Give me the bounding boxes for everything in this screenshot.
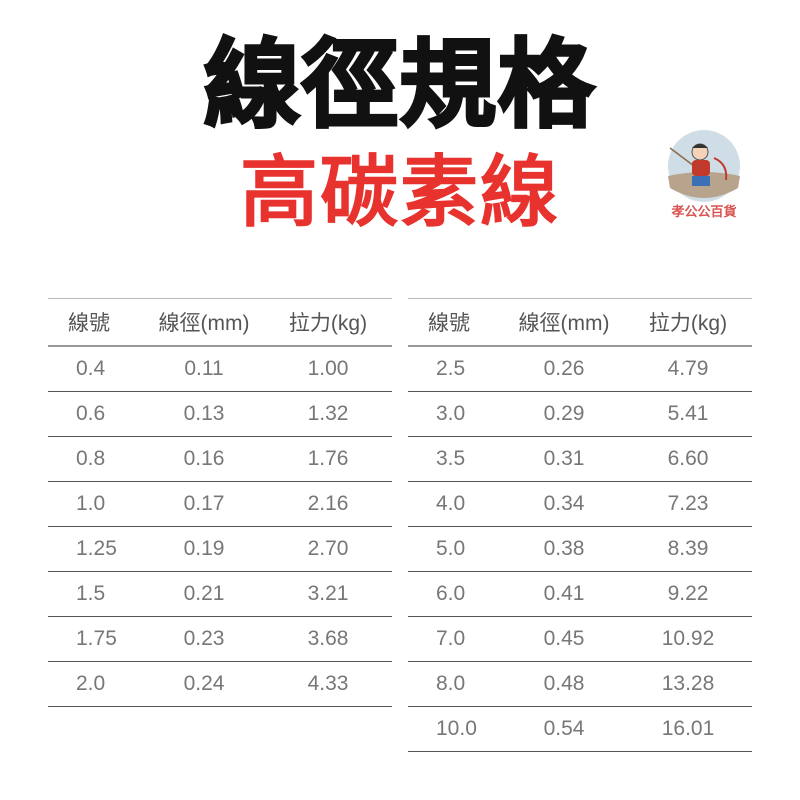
header-strength: 拉力(kg) xyxy=(648,312,728,335)
cell-diameter: 0.11 xyxy=(184,357,224,380)
cell-diameter: 0.17 xyxy=(183,492,225,515)
cell-diameter: 0.38 xyxy=(543,537,585,560)
cell-strength: 1.32 xyxy=(307,402,349,425)
cell-line-number: 2.0 xyxy=(76,672,106,695)
table-row: 1.75 0.23 3.68 xyxy=(48,617,392,662)
table-row: 0.8 0.16 1.76 xyxy=(48,437,392,482)
table-row: 1.0 0.17 2.16 xyxy=(48,482,392,527)
cell-line-number: 7.0 xyxy=(436,627,466,650)
cell-line-number: 1.25 xyxy=(76,537,117,560)
spec-table-left: 線號 線徑(mm) 拉力(kg) 0.4 0.11 1.00 0.6 0.13 1.32 0… xyxy=(48,298,392,707)
table-row: 0.6 0.13 1.32 xyxy=(48,392,392,437)
cell-strength: 8.39 xyxy=(667,537,709,560)
table-row: 8.0 0.48 13.28 xyxy=(408,662,752,707)
table-row: 4.0 0.34 7.23 xyxy=(408,482,752,527)
cell-diameter: 0.45 xyxy=(543,627,585,650)
cell-line-number: 10.0 xyxy=(436,717,477,740)
fisherman-mascot-icon: 孝公公百貨 xyxy=(668,130,740,220)
table-row: 0.4 0.11 1.00 xyxy=(48,347,392,392)
cell-line-number: 5.0 xyxy=(436,537,466,560)
cell-diameter: 0.29 xyxy=(543,402,585,425)
table-row: 6.0 0.41 9.22 xyxy=(408,572,752,617)
table-row: 3.0 0.29 5.41 xyxy=(408,392,752,437)
cell-diameter: 0.26 xyxy=(543,357,585,380)
cell-line-number: 0.6 xyxy=(76,402,106,425)
cell-strength: 5.41 xyxy=(667,402,709,425)
cell-strength: 16.01 xyxy=(661,717,715,740)
brand-logo: 孝公公百貨 xyxy=(662,128,746,220)
cell-strength: 2.16 xyxy=(307,492,349,515)
cell-strength: 1.00 xyxy=(307,357,349,380)
cell-line-number: 1.5 xyxy=(76,582,106,605)
cell-strength: 2.70 xyxy=(307,537,349,560)
cell-diameter: 0.31 xyxy=(543,447,585,470)
header-line-number: 線號 xyxy=(428,312,470,335)
cell-diameter: 0.54 xyxy=(543,717,585,740)
cell-strength: 3.68 xyxy=(307,627,349,650)
page-title: 線徑規格 xyxy=(203,29,596,142)
table-row: 5.0 0.38 8.39 xyxy=(408,527,752,572)
cell-strength: 4.33 xyxy=(307,672,349,695)
cell-line-number: 0.4 xyxy=(76,357,106,380)
table-row: 1.5 0.21 3.21 xyxy=(48,572,392,617)
cell-line-number: 6.0 xyxy=(436,582,466,605)
cell-line-number: 1.0 xyxy=(76,492,106,515)
cell-line-number: 3.0 xyxy=(436,402,466,425)
cell-strength: 13.28 xyxy=(661,672,715,695)
cell-diameter: 0.23 xyxy=(183,627,225,650)
cell-line-number: 4.0 xyxy=(436,492,466,515)
cell-diameter: 0.16 xyxy=(183,447,225,470)
header-strength: 拉力(kg) xyxy=(288,312,368,335)
table-header: 線號 線徑(mm) 拉力(kg) xyxy=(48,299,392,347)
cell-line-number: 3.5 xyxy=(436,447,466,470)
cell-line-number: 2.5 xyxy=(436,357,466,380)
cell-line-number: 0.8 xyxy=(76,447,106,470)
table-header: 線號 線徑(mm) 拉力(kg) xyxy=(408,299,752,347)
table-row: 2.0 0.24 4.33 xyxy=(48,662,392,707)
cell-diameter: 0.48 xyxy=(543,672,585,695)
table-row: 3.5 0.31 6.60 xyxy=(408,437,752,482)
header-diameter: 線徑(mm) xyxy=(158,312,250,335)
cell-strength: 1.76 xyxy=(307,447,349,470)
spec-table-right: 線號 線徑(mm) 拉力(kg) 2.5 0.26 4.79 3.0 0.29 5.41 3… xyxy=(408,298,752,752)
cell-strength: 10.92 xyxy=(661,627,715,650)
cell-diameter: 0.19 xyxy=(183,537,225,560)
cell-diameter: 0.41 xyxy=(543,582,585,605)
cell-diameter: 0.24 xyxy=(183,672,225,695)
cell-diameter: 0.21 xyxy=(183,582,225,605)
svg-text:孝公公百貨: 孝公公百貨 xyxy=(670,204,736,220)
cell-line-number: 8.0 xyxy=(436,672,466,695)
cell-strength: 9.22 xyxy=(667,582,709,605)
cell-line-number: 1.75 xyxy=(76,627,117,650)
header-diameter: 線徑(mm) xyxy=(518,312,610,335)
cell-strength: 6.60 xyxy=(667,447,709,470)
header-line-number: 線號 xyxy=(68,312,110,335)
cell-strength: 7.23 xyxy=(667,492,709,515)
table-row: 2.5 0.26 4.79 xyxy=(408,347,752,392)
page-subtitle: 高碳素線 xyxy=(239,148,560,238)
table-row: 7.0 0.45 10.92 xyxy=(408,617,752,662)
cell-strength: 3.21 xyxy=(307,582,349,605)
cell-diameter: 0.34 xyxy=(543,492,585,515)
cell-strength: 4.79 xyxy=(667,357,709,380)
table-row: 10.0 0.54 16.01 xyxy=(408,707,752,752)
table-row: 1.25 0.19 2.70 xyxy=(48,527,392,572)
cell-diameter: 0.13 xyxy=(183,402,225,425)
